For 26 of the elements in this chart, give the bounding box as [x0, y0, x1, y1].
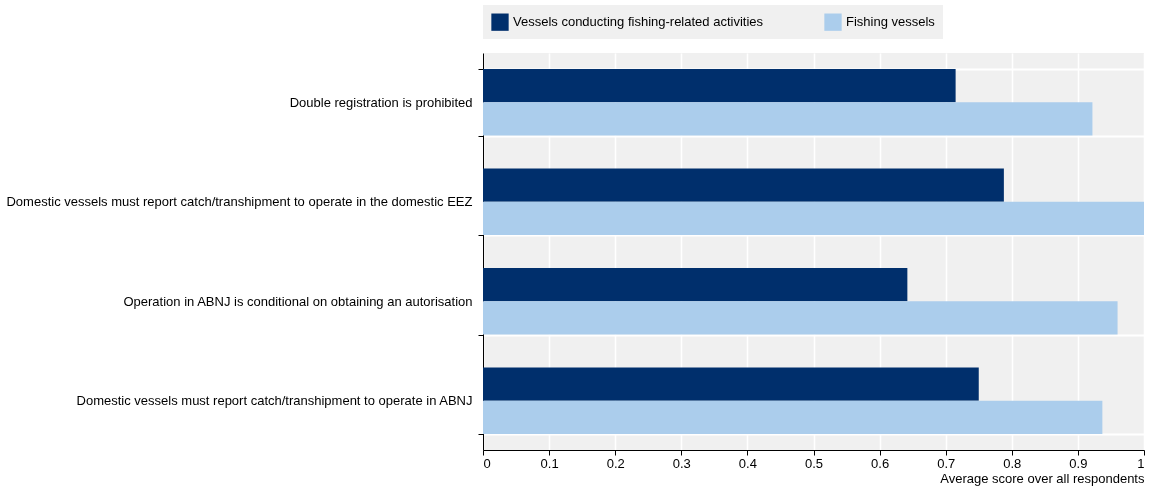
x-tick-label: 0 — [483, 455, 491, 471]
y-tick-label: Domestic vessels must report catch/transhipment to operate in ABNJ — [76, 393, 473, 409]
bar — [483, 168, 1004, 202]
x-tick-label: 1 — [1137, 455, 1145, 471]
bar — [483, 102, 1093, 136]
y-tick-label: Double registration is prohibited — [289, 94, 473, 110]
bar — [483, 68, 956, 103]
bar — [483, 201, 1144, 236]
y-tick-label: Domestic vessels must report catch/transhipment to operate in the domestic EEZ — [6, 194, 473, 210]
x-tick-label: 0.3 — [672, 455, 691, 471]
x-tick-label: 0.4 — [738, 455, 757, 471]
x-axis-title: Average score over all respondents — [940, 470, 1145, 486]
x-tick-label: 0.7 — [937, 455, 956, 471]
bar — [483, 367, 979, 401]
x-tick-label: 0.9 — [1069, 455, 1088, 471]
bar — [483, 267, 908, 302]
legend-label: Fishing vessels — [846, 14, 936, 30]
x-tick-label: 0.2 — [606, 455, 625, 471]
x-tick-label: 0.6 — [871, 455, 890, 471]
bar — [483, 400, 1103, 435]
y-tick-label: Operation in ABNJ is conditional on obtaining an autorisation — [123, 293, 473, 309]
x-tick-label: 0.5 — [804, 455, 824, 471]
x-tick-label: 0.8 — [1003, 455, 1022, 471]
x-tick-label: 0.1 — [540, 455, 559, 471]
bar — [483, 301, 1118, 335]
legend-label: Vessels conducting fishing-related activities — [513, 14, 764, 30]
